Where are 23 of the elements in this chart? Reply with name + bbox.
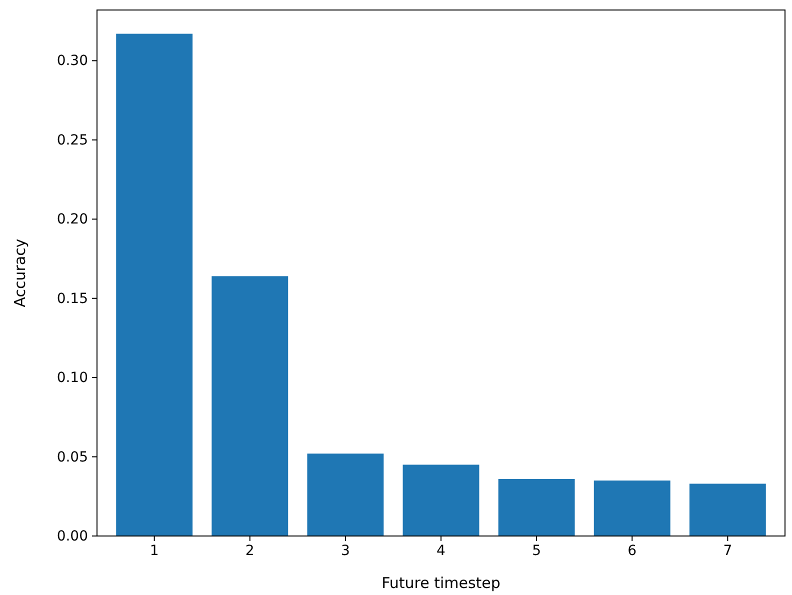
bar — [594, 480, 670, 536]
x-tick-label: 3 — [340, 542, 350, 559]
y-tick-label: 0.05 — [56, 449, 88, 466]
y-tick-label: 0.20 — [56, 212, 88, 228]
x-tick-label: 2 — [245, 542, 254, 559]
y-tick-label: 0.10 — [56, 370, 88, 386]
x-tick-label: 7 — [723, 542, 732, 559]
y-axis-title: Accuracy — [11, 238, 29, 308]
y-tick-label: 0.25 — [56, 132, 88, 148]
bar — [402, 464, 480, 536]
x-axis-title: Future timestep — [382, 574, 500, 592]
bar — [307, 454, 384, 536]
bar — [116, 34, 193, 536]
bar — [212, 276, 288, 536]
x-tick-label: 4 — [436, 542, 446, 559]
x-tick-label: 1 — [150, 542, 159, 559]
y-tick-label: 0.15 — [56, 290, 88, 307]
y-tick-label: 0.00 — [56, 528, 88, 544]
x-tick-label: 5 — [532, 542, 542, 559]
y-tick-label: 0.30 — [56, 53, 88, 70]
bar — [689, 484, 766, 536]
bar — [498, 478, 575, 536]
x-tick-label: 6 — [628, 542, 637, 559]
